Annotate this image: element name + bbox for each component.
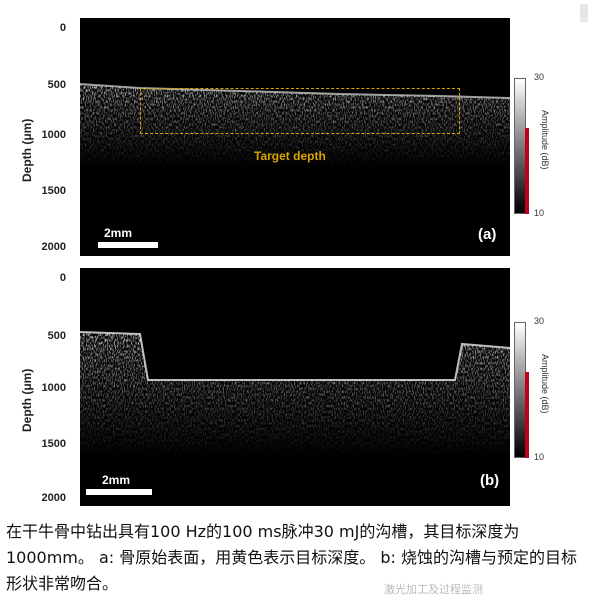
scale-bar	[98, 242, 158, 248]
colorbar-max: 30	[534, 316, 545, 326]
y-tick: 1000	[41, 129, 66, 141]
colorbar-max: 30	[534, 72, 545, 82]
y-tick: 0	[59, 22, 66, 34]
colorbar-min: 10	[534, 208, 545, 218]
colorbar-min: 10	[534, 452, 545, 462]
y-axis-label: Depth (μm)	[20, 368, 34, 432]
target-depth-label: Target depth	[254, 149, 326, 163]
y-tick: 500	[47, 330, 66, 342]
y-tick: 1500	[41, 438, 66, 450]
panel-label: (b)	[480, 472, 500, 489]
y-tick: 500	[47, 79, 66, 91]
y-tick: 2000	[41, 492, 66, 504]
colorbar-edge	[525, 372, 529, 458]
y-tick: 1000	[41, 382, 66, 394]
oct-texture-b	[80, 268, 510, 506]
scale-bar-label: 2mm	[102, 473, 131, 487]
oct-image-a: Target depth 2mm (a)	[80, 18, 510, 256]
colorbar-edge	[525, 128, 529, 214]
y-tick: 0	[59, 272, 66, 284]
scale-bar	[86, 489, 152, 495]
oct-texture-a	[80, 18, 510, 256]
colorbar-title: Amplitude (dB)	[540, 354, 550, 414]
oct-image-b: 2mm (b)	[80, 268, 510, 506]
target-depth-box	[140, 88, 460, 134]
y-tick: 1500	[41, 185, 66, 197]
watermark: 激光加工及过程监测	[384, 584, 483, 596]
corner-mark	[580, 4, 588, 22]
y-tick: 2000	[41, 241, 66, 253]
figure-caption: 在干牛骨中钻出具有100 Hz的100 ms脉冲30 mJ的沟槽，其目标深度为1…	[6, 522, 577, 593]
colorbar-title: Amplitude (dB)	[540, 110, 550, 170]
panel-label: (a)	[478, 226, 497, 243]
scale-bar-label: 2mm	[104, 226, 133, 240]
y-axis-label: Depth (μm)	[20, 118, 34, 182]
